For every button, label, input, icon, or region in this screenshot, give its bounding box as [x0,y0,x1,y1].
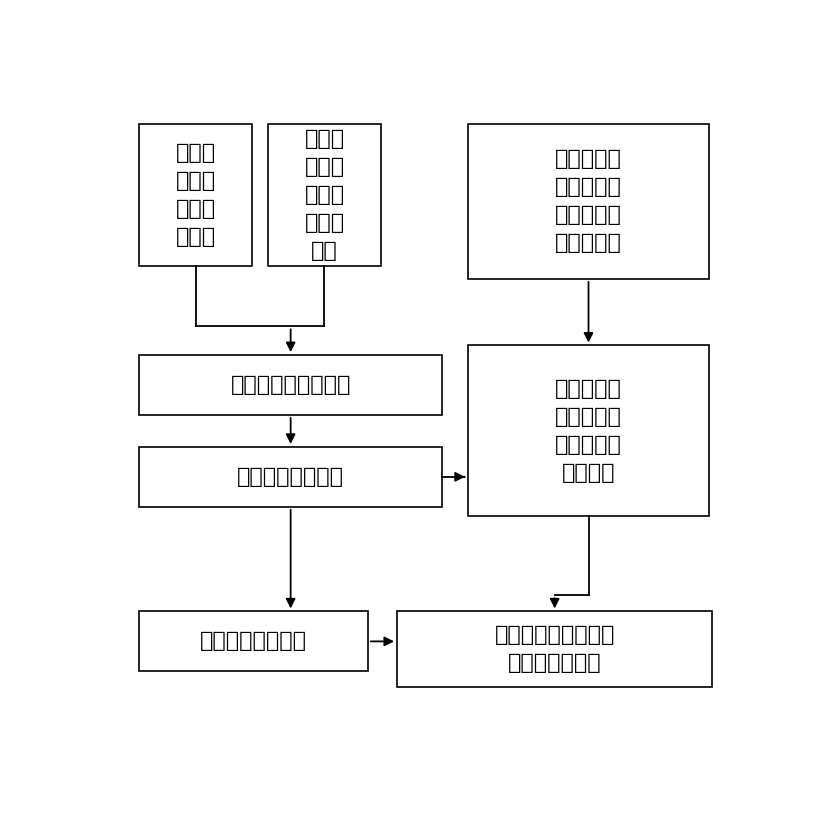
Bar [397,612,712,687]
Text: 消声水
池中测
量换能
器的电
导纳: 消声水 池中测 量换能 器的电 导纳 [304,129,345,261]
Bar [268,124,381,266]
Bar [140,612,368,672]
Text: 换能器的机械阻抗: 换能器的机械阻抗 [200,631,307,651]
Bar [140,447,442,507]
Bar [468,345,709,516]
Text: 非消声水池
中测量位置
处换能器的
动态阻抗: 非消声水池 中测量位置 处换能器的 动态阻抗 [555,379,622,483]
Bar [140,124,252,266]
Bar [140,355,442,415]
Text: 非消声水池中换能器
的平均辐射阻抗: 非消声水池中换能器 的平均辐射阻抗 [494,626,615,673]
Text: 换能器的静态导纳: 换能器的静态导纳 [237,467,344,487]
Text: 换能器的内阻和内容: 换能器的内阻和内容 [230,375,351,395]
Bar [468,124,709,279]
Text: 非消声水池
中若干位置
处测量换能
器的电导纳: 非消声水池 中若干位置 处测量换能 器的电导纳 [555,150,622,253]
Text: 空气中
测量换
能器的
电导纳: 空气中 测量换 能器的 电导纳 [175,143,216,247]
